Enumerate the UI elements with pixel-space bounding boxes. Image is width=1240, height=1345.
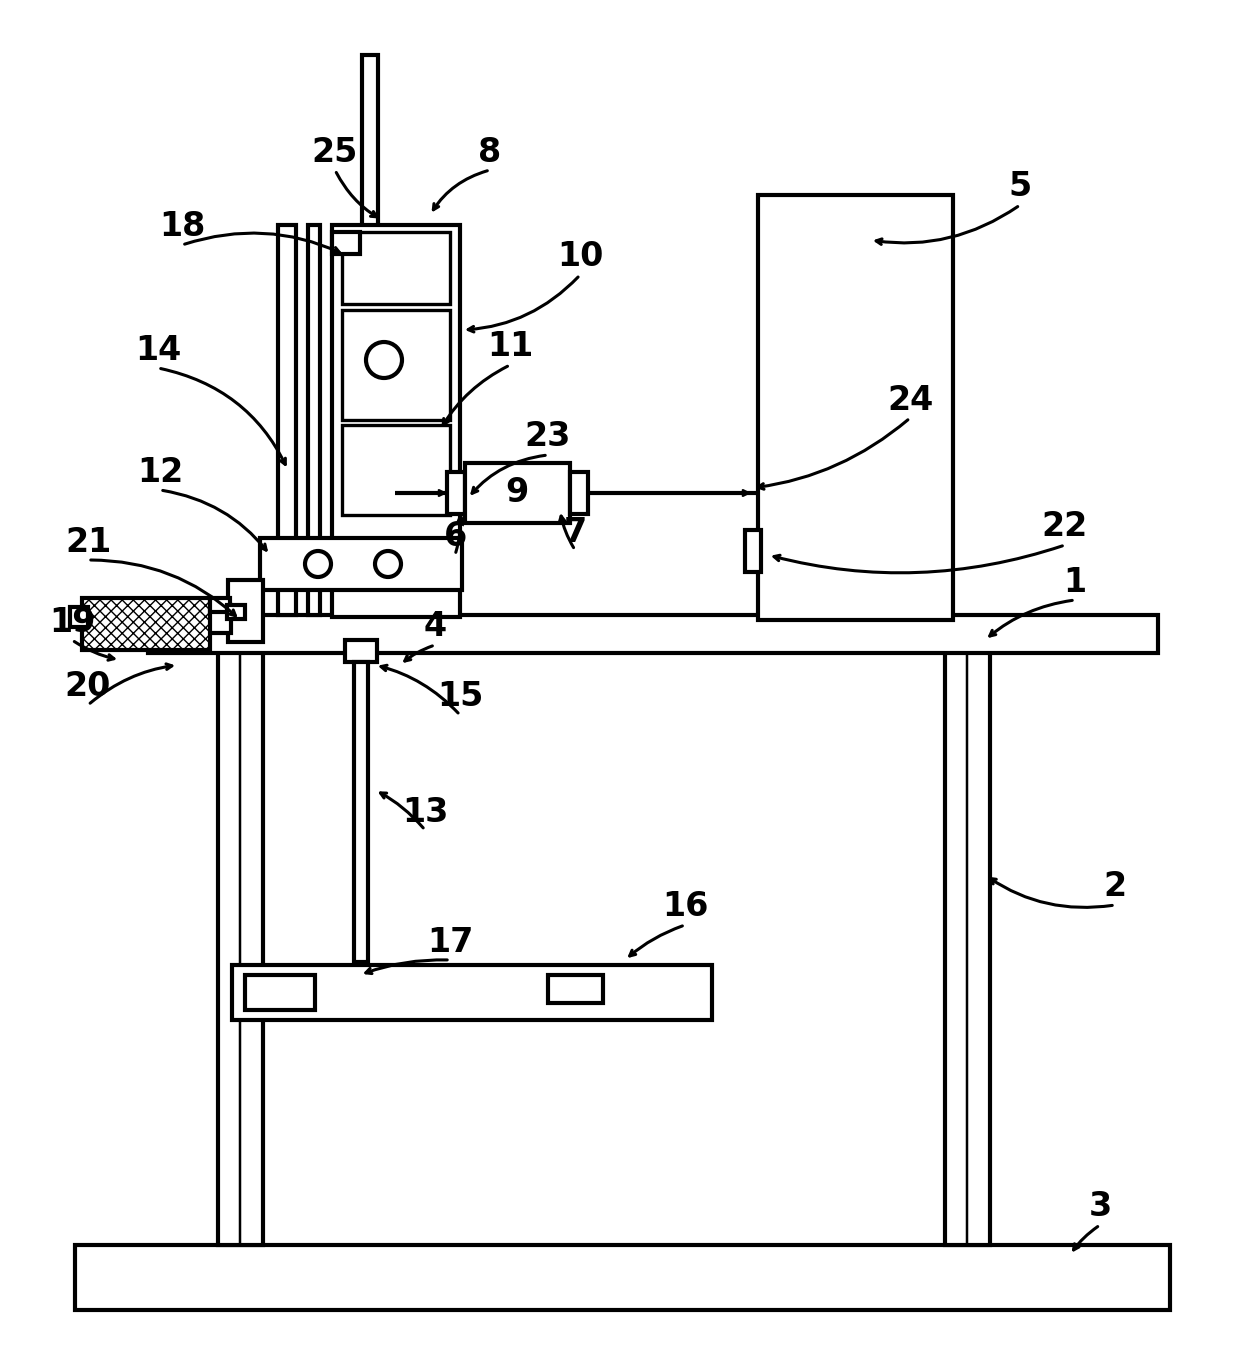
Text: 24: 24 (887, 383, 934, 417)
Text: 16: 16 (662, 890, 708, 924)
Bar (218, 635, 263, 1245)
Text: 23: 23 (525, 421, 572, 453)
Bar (342, 425, 450, 515)
Text: 9: 9 (506, 476, 528, 510)
Circle shape (366, 342, 402, 378)
Text: 20: 20 (64, 671, 112, 703)
Text: 12: 12 (136, 456, 184, 488)
Bar (745, 530, 761, 572)
Bar (82, 599, 210, 650)
Text: 14: 14 (135, 334, 181, 366)
Text: 7: 7 (563, 515, 587, 549)
Text: 19: 19 (48, 605, 95, 639)
Text: 25: 25 (311, 136, 358, 168)
Text: 18: 18 (159, 211, 205, 243)
Bar (332, 225, 460, 617)
Bar (278, 225, 296, 615)
Bar (143, 605, 231, 633)
Bar (210, 599, 229, 612)
Text: 8: 8 (479, 136, 502, 168)
Bar (148, 615, 1158, 654)
Bar (260, 538, 463, 590)
Bar (246, 975, 315, 1010)
Bar (308, 225, 320, 615)
Bar (465, 463, 570, 523)
Text: 3: 3 (1089, 1190, 1111, 1224)
Circle shape (374, 551, 401, 577)
Bar (353, 662, 368, 962)
Text: 17: 17 (427, 925, 474, 959)
Bar (228, 580, 263, 642)
Bar (758, 195, 954, 620)
Text: 6: 6 (444, 521, 466, 554)
Bar (345, 640, 377, 662)
Text: 4: 4 (423, 611, 446, 643)
Bar (74, 1245, 1171, 1310)
Text: 15: 15 (436, 681, 484, 713)
Text: 22: 22 (1042, 511, 1089, 543)
Bar (342, 231, 450, 304)
Text: 1: 1 (1064, 565, 1086, 599)
Text: 5: 5 (1008, 171, 1032, 203)
Bar (945, 635, 990, 1245)
Text: 13: 13 (402, 795, 448, 829)
Bar (570, 472, 588, 514)
Bar (342, 309, 450, 420)
Text: 11: 11 (487, 331, 533, 363)
Bar (227, 605, 246, 619)
Bar (446, 472, 465, 514)
Bar (362, 55, 378, 230)
Bar (69, 607, 88, 627)
Text: 10: 10 (557, 241, 603, 273)
Bar (548, 975, 603, 1003)
Circle shape (305, 551, 331, 577)
Bar (332, 231, 360, 254)
Text: 21: 21 (64, 526, 112, 558)
Text: 2: 2 (1104, 870, 1127, 904)
Bar (232, 964, 712, 1020)
